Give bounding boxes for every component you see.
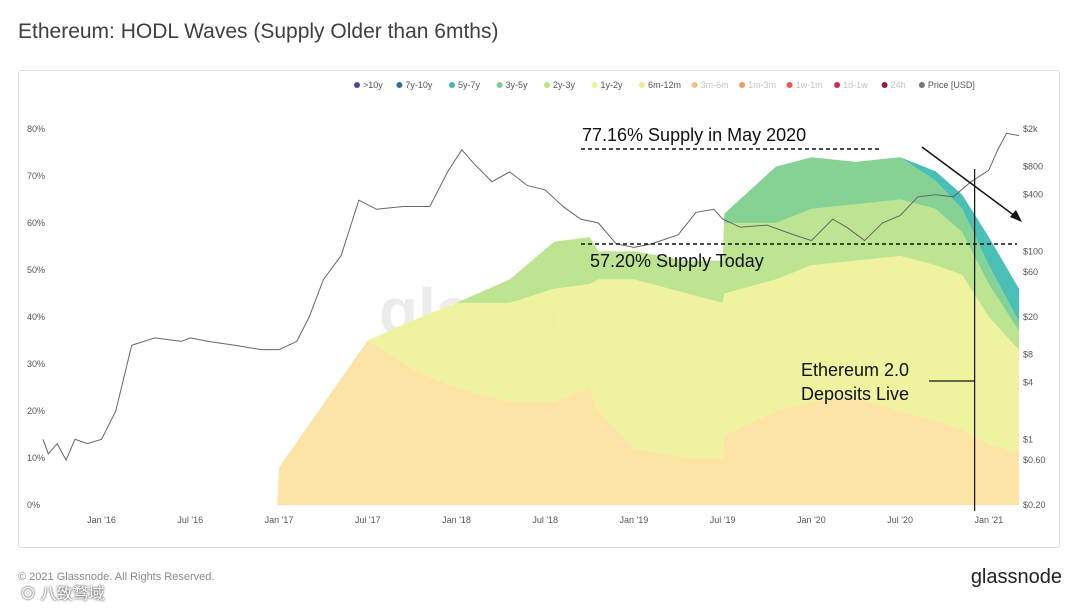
legend-item-3m-6m[interactable]: 3m-6m bbox=[691, 80, 729, 90]
price-layer bbox=[42, 132, 1020, 462]
legend-label: 6m-12m bbox=[648, 80, 681, 90]
legend-swatch bbox=[786, 82, 793, 88]
legend-label: 1m-3m bbox=[748, 80, 776, 90]
y-axis-left: 0% 10% 20% 30% 40% 50% 60% 70% 80% bbox=[27, 124, 45, 510]
trend-arrow-head bbox=[1010, 210, 1022, 222]
y-right-tick-label: $0.20 bbox=[1023, 500, 1046, 510]
x-axis: Jan '16 Jul '16 Jan '17 Jul '17 Jan '18 Jul '… bbox=[87, 515, 1003, 525]
y-left-tick-label: 30% bbox=[27, 359, 45, 369]
legend-swatch bbox=[396, 82, 403, 88]
trend-arrow-line bbox=[921, 146, 1020, 220]
x-tick-label: Jan '18 bbox=[442, 515, 471, 525]
area-1y-2y bbox=[101, 255, 1019, 505]
legend-item-7y-10y[interactable]: 7y-10y bbox=[396, 80, 433, 90]
annotation-may-2020: 77.16% Supply in May 2020 bbox=[582, 125, 806, 145]
glassnode-logo[interactable]: glassnode bbox=[970, 566, 1062, 588]
chart-frame: glassnode >10y7y-10y5y-7y3y-5y2y-3y1y-2y… bbox=[18, 70, 1060, 548]
y-left-tick-label: 0% bbox=[27, 500, 40, 510]
area-6m-12m bbox=[101, 340, 1019, 505]
legend-item-6m-12m[interactable]: 6m-12m bbox=[639, 80, 681, 90]
legend-label: >10y bbox=[363, 80, 383, 90]
x-tick-label: Jan '19 bbox=[620, 515, 649, 525]
corner-watermark: ⊙ 八致骛域 bbox=[20, 586, 105, 603]
legend-label: 1d-1w bbox=[843, 80, 868, 90]
legend-item-2y-3y[interactable]: 2y-3y bbox=[544, 80, 576, 90]
y-right-tick-label: $60 bbox=[1023, 267, 1038, 277]
copyright-text: © 2021 Glassnode. All Rights Reserved. bbox=[18, 571, 215, 583]
y-right-tick-label: $4 bbox=[1023, 378, 1033, 388]
legend-label: 24h bbox=[891, 80, 906, 90]
x-tick-label: Jul '16 bbox=[177, 515, 203, 525]
x-tick-label: Jul '17 bbox=[355, 515, 381, 525]
x-tick-label: Jan '21 bbox=[974, 515, 1003, 525]
legend-item-1d-1w[interactable]: 1d-1w bbox=[834, 80, 868, 90]
legend-label: Price [USD] bbox=[928, 80, 975, 90]
legend-item-1m-3m[interactable]: 1m-3m bbox=[739, 80, 776, 90]
page-title: Ethereum: HODL Waves (Supply Older than … bbox=[18, 20, 499, 43]
area-2y-3y bbox=[101, 199, 1019, 505]
legend-item-price-usd-[interactable]: Price [USD] bbox=[918, 80, 975, 90]
legend-item-24h[interactable]: 24h bbox=[881, 80, 906, 90]
x-tick-label: Jan '20 bbox=[797, 515, 826, 525]
legend-item-3y-5y[interactable]: 3y-5y bbox=[496, 80, 529, 90]
x-tick-label: Jul '20 bbox=[887, 515, 913, 525]
legend-item-1y-2y[interactable]: 1y-2y bbox=[591, 80, 624, 90]
annotation-eth2-deposits: Ethereum 2.0 bbox=[801, 360, 909, 380]
legend-item-5y-7y[interactable]: 5y-7y bbox=[449, 80, 481, 90]
legend-swatch bbox=[639, 82, 645, 88]
legend-swatch bbox=[691, 82, 698, 88]
legend-label: 1w-1m bbox=[796, 80, 823, 90]
y-left-tick-label: 40% bbox=[27, 312, 45, 322]
annotation-today: 57.20% Supply Today bbox=[590, 251, 764, 271]
legend-label: 5y-7y bbox=[458, 80, 481, 90]
legend-item--10y[interactable]: >10y bbox=[354, 80, 383, 90]
legend-swatch bbox=[544, 82, 550, 88]
annotation-eth2-deposits: Deposits Live bbox=[801, 384, 909, 404]
x-tick-label: Jan '16 bbox=[87, 515, 116, 525]
x-tick-label: Jan '17 bbox=[265, 515, 294, 525]
y-right-tick-label: $800 bbox=[1023, 161, 1043, 171]
y-right-tick-label: $0.60 bbox=[1023, 455, 1046, 465]
y-left-tick-label: 60% bbox=[27, 218, 45, 228]
legend-label: 3y-5y bbox=[506, 80, 529, 90]
legend-label: 2y-3y bbox=[553, 80, 576, 90]
legend-label: 3m-6m bbox=[701, 80, 729, 90]
y-left-tick-label: 20% bbox=[27, 406, 45, 416]
legend: >10y 7y-10y 5y-7y 3y-5y 2y-3y 1y-2y 6m-12m 3m-6… bbox=[354, 80, 975, 90]
x-tick-label: Jul '18 bbox=[532, 515, 558, 525]
legend-item-1w-1m[interactable]: 1w-1m bbox=[786, 80, 823, 90]
y-right-tick-label: $1 bbox=[1023, 434, 1033, 444]
legend-swatch bbox=[354, 82, 360, 88]
legend-label: 1y-2y bbox=[601, 80, 624, 90]
y-right-tick-label: $400 bbox=[1023, 190, 1043, 200]
y-left-tick-label: 50% bbox=[27, 265, 45, 275]
y-right-tick-label: $2k bbox=[1023, 124, 1038, 134]
y-left-tick-label: 10% bbox=[27, 453, 45, 463]
legend-swatch bbox=[881, 82, 888, 88]
area-layers bbox=[101, 157, 1019, 505]
legend-swatch bbox=[834, 82, 841, 88]
legend-swatch bbox=[918, 82, 925, 88]
x-tick-label: Jul '19 bbox=[710, 515, 736, 525]
annotation-layer: 77.16% Supply in May 2020 57.20% Supply T… bbox=[581, 125, 1022, 511]
legend-swatch bbox=[496, 82, 503, 88]
legend-swatch bbox=[739, 82, 746, 88]
y-axis-right: $0.20 $0.60 $1 $4 $8 $20 $60 $100 $400 $800 $2k bbox=[1023, 124, 1046, 510]
legend-swatch bbox=[449, 82, 455, 88]
price-line bbox=[42, 132, 1020, 462]
area-3y-5y bbox=[101, 157, 1019, 505]
y-right-tick-label: $20 bbox=[1023, 312, 1038, 322]
y-left-tick-label: 70% bbox=[27, 171, 45, 181]
y-right-tick-label: $8 bbox=[1023, 349, 1033, 359]
legend-swatch bbox=[591, 82, 598, 88]
y-right-tick-label: $100 bbox=[1023, 246, 1043, 256]
legend-label: 7y-10y bbox=[405, 80, 433, 90]
y-left-tick-label: 80% bbox=[27, 124, 45, 134]
hodl-waves-chart: glassnode >10y7y-10y5y-7y3y-5y2y-3y1y-2y… bbox=[27, 80, 1046, 525]
